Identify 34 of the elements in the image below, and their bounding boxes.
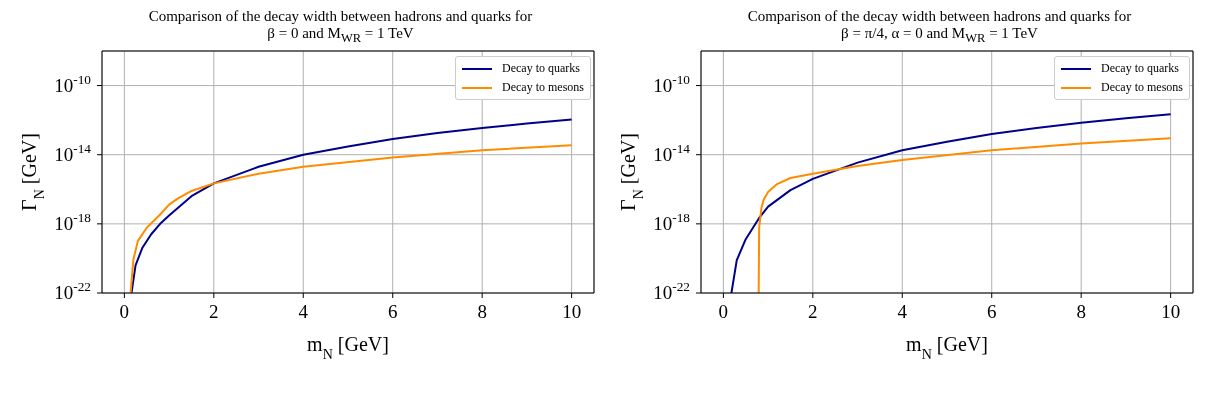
x-tick-label: 6 <box>986 301 997 322</box>
legend-label: Decay to mesons <box>502 80 584 95</box>
line-series <box>130 118 573 293</box>
chart-subtitle: β = π/4, α = 0 and M$_{W}$$_{R}$ = 1 TeV <box>841 25 1038 45</box>
x-tick-label: 4 <box>298 301 309 322</box>
x-tick-label: 0 <box>119 301 130 322</box>
chart-title: Comparison of the decay width between hadrons and quarks for <box>747 8 1132 24</box>
chart-title: Comparison of the decay width between hadrons and quarks for <box>148 8 533 24</box>
y-tick-label: 10$^{-14}$ <box>54 141 92 165</box>
x-tick-label: 2 <box>808 301 818 322</box>
y-tick-label: 10$^{-22}$ <box>54 279 91 303</box>
line-series <box>129 144 573 293</box>
x-tick-label: 2 <box>209 301 219 322</box>
x-tick-label: 6 <box>387 301 398 322</box>
y-tick-label: 10$^{-10}$ <box>54 71 92 96</box>
x-tick-label: 4 <box>897 301 908 322</box>
legend-label: Decay to quarks <box>502 61 580 76</box>
x-tick-label: 8 <box>1076 301 1086 322</box>
chart-subtitle: β = 0 and M$_{W}$$_{R}$ = 1 TeV <box>267 25 414 45</box>
y-tick-label: 10$^{-22}$ <box>653 279 690 303</box>
x-axis-title: m$_{N}$ [GeV] <box>906 333 988 362</box>
x-axis-title: m$_{N}$ [GeV] <box>307 333 389 362</box>
y-tick-label: 10$^{-10}$ <box>653 71 691 96</box>
y-tick-label: 10$^{-18}$ <box>653 210 691 234</box>
x-tick-label: 10 <box>1161 301 1181 322</box>
y-tick-label: 10$^{-14}$ <box>653 141 691 165</box>
y-tick-label: 10$^{-18}$ <box>54 210 92 234</box>
x-tick-label: 10 <box>562 301 582 322</box>
line-series <box>757 137 1172 293</box>
legend-label: Decay to quarks <box>1101 61 1179 76</box>
x-tick-label: 0 <box>718 301 729 322</box>
x-tick-label: 8 <box>477 301 487 322</box>
line-series <box>730 113 1172 293</box>
legend-label: Decay to mesons <box>1101 80 1183 95</box>
